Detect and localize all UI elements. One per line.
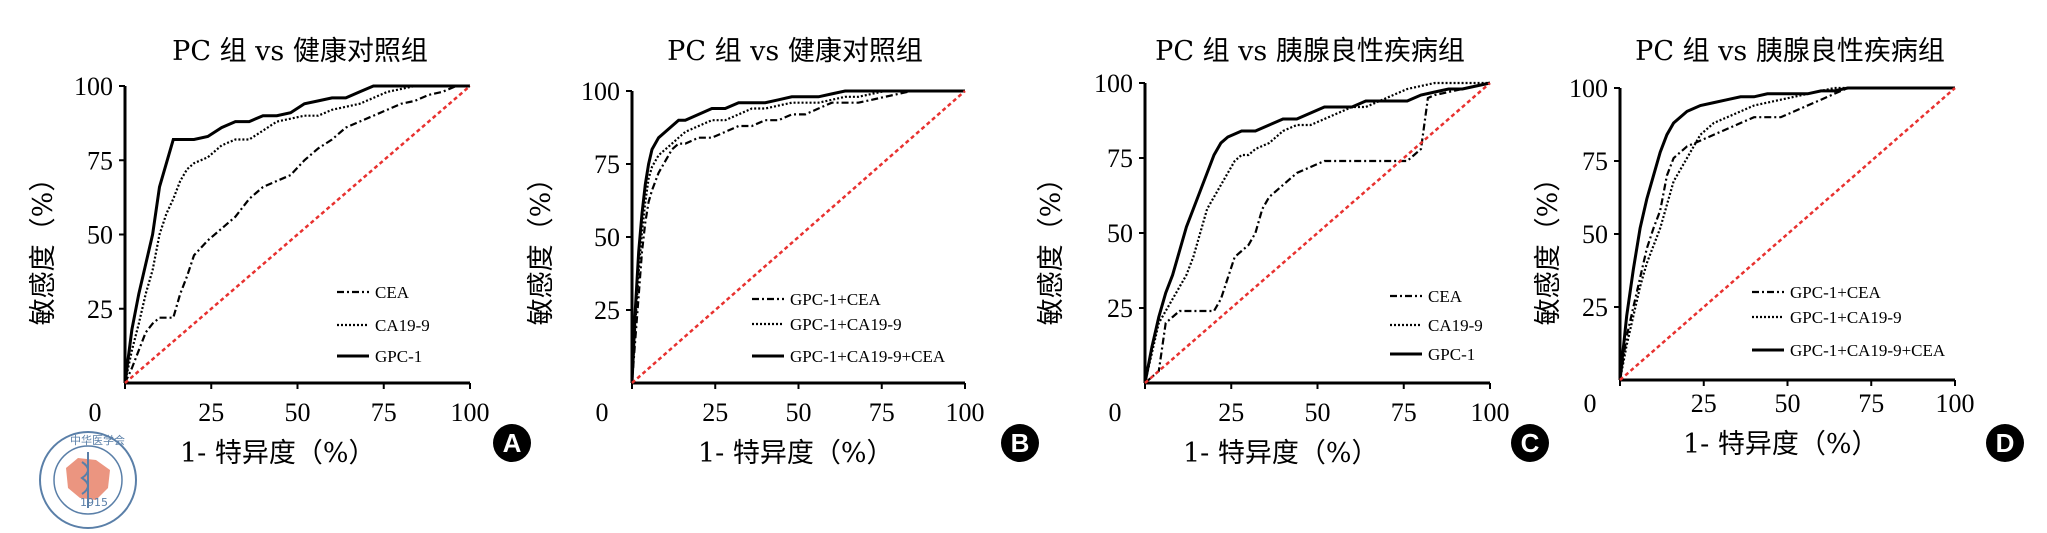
legend-label: GPC-1 — [1428, 345, 1475, 364]
legend-label: CEA — [375, 283, 410, 302]
y-tick-label: 100 — [581, 77, 620, 106]
y-tick-label: 100 — [1569, 74, 1608, 103]
legend-label: CEA — [1428, 287, 1463, 306]
panel-c: PC 组 vs 胰腺良性疾病组 25 50 75 100 0 25 50 75 100 1- 特异度… — [1036, 36, 1549, 469]
legend-label: GPC-1 — [375, 347, 422, 366]
series-line-gpc-1-ca19-9-cea — [630, 89, 965, 384]
legend-label: GPC-1+CA19-9 — [790, 315, 902, 334]
y-axis-label: 敏感度（%） — [526, 165, 557, 326]
panel-badge-label: A — [503, 428, 522, 458]
x-tick-label: 0 — [596, 398, 609, 427]
panel-a: PC 组 vs 健康对照组 25 50 75 100 0 25 50 75 100 1- 特异度（%… — [28, 36, 531, 469]
logo-year: 1915 — [80, 496, 108, 509]
x-axis-label: 1- 特异度（%） — [180, 438, 376, 469]
panel-badge — [1511, 424, 1549, 462]
logo-snake — [80, 461, 89, 495]
x-tick-label: 25 — [198, 398, 224, 427]
y-axis-label: 敏感度（%） — [1036, 165, 1067, 326]
x-tick-label: 0 — [1584, 389, 1597, 418]
y-tick-label: 50 — [594, 223, 620, 252]
x-tick-label: 100 — [946, 398, 985, 427]
panel-badge-label: D — [1996, 428, 2015, 458]
logo-text-top: 中华医学会 — [70, 433, 125, 447]
x-tick-label: 25 — [702, 398, 728, 427]
association-logo: 中华医学会 1915 — [39, 431, 137, 529]
x-tick-label: 75 — [1858, 389, 1884, 418]
series-line-gpc-1-cea — [630, 89, 965, 384]
series-line-gpc-1-cea — [1618, 86, 1955, 381]
x-tick-label: 0 — [89, 398, 102, 427]
x-tick-label: 100 — [1936, 389, 1975, 418]
y-tick-label: 75 — [1107, 144, 1133, 173]
y-tick-label: 50 — [1582, 220, 1608, 249]
y-tick-label: 25 — [1582, 293, 1608, 322]
series-line-gpc-1 — [1143, 81, 1491, 384]
x-tick-label: 100 — [1471, 398, 1510, 427]
legend-label: GPC-1+CEA — [790, 290, 882, 309]
y-axis-label: 敏感度（%） — [28, 165, 59, 326]
x-tick-label: 25 — [1691, 389, 1717, 418]
chart-title: PC 组 vs 健康对照组 — [172, 36, 428, 67]
x-tick-label: 75 — [1391, 398, 1417, 427]
x-axis-label: 1- 特异度（%） — [1183, 438, 1379, 469]
chart-title: PC 组 vs 健康对照组 — [667, 36, 923, 67]
y-tick-label: 100 — [74, 72, 113, 101]
y-tick-label: 75 — [594, 150, 620, 179]
series-line-ca19-9 — [1143, 81, 1490, 384]
y-axis-label: 敏感度（%） — [1533, 165, 1564, 326]
y-tick-label: 50 — [87, 221, 113, 250]
legend-label: GPC-1+CA19-9+CEA — [1790, 341, 1946, 360]
y-tick-label: 25 — [87, 295, 113, 324]
series-line-gpc-1-ca19-9 — [1618, 86, 1955, 381]
y-tick-label: 75 — [1582, 147, 1608, 176]
y-tick-label: 75 — [87, 146, 113, 175]
x-tick-label: 25 — [1218, 398, 1244, 427]
x-tick-label: 50 — [285, 398, 311, 427]
x-tick-label: 0 — [1109, 398, 1122, 427]
reference-line — [1144, 82, 1491, 384]
y-tick-label: 25 — [1107, 294, 1133, 323]
logo-outer-ring — [39, 431, 137, 529]
chart-title: PC 组 vs 胰腺良性疾病组 — [1155, 36, 1465, 67]
legend-label: CA19-9 — [375, 316, 430, 335]
x-tick-label: 50 — [786, 398, 812, 427]
x-axis-label: 1- 特异度（%） — [1683, 429, 1879, 460]
series-line-ca19-9 — [123, 84, 470, 384]
series-line-gpc-1 — [123, 84, 470, 384]
panel-d: PC 组 vs 胰腺良性疾病组 25 50 75 100 0 25 50 75 100 1- 特异度… — [1533, 36, 2024, 462]
panel-badge — [1986, 424, 2024, 462]
series-line-cea — [1144, 81, 1491, 384]
x-tick-label: 75 — [371, 398, 397, 427]
panel-badge-label: C — [1521, 428, 1540, 458]
panel-badge — [1001, 424, 1039, 462]
reference-line — [631, 90, 966, 384]
chart-title: PC 组 vs 胰腺良性疾病组 — [1635, 36, 1945, 67]
y-tick-label: 50 — [1107, 219, 1133, 248]
x-axis-label: 1- 特异度（%） — [698, 438, 894, 469]
x-tick-label: 75 — [869, 398, 895, 427]
logo-inner-ring — [53, 445, 123, 515]
panel-b: PC 组 vs 健康对照组 25 50 75 100 0 25 50 75 100 1- 特异度（%… — [526, 36, 1039, 469]
panel-badge — [493, 424, 531, 462]
y-tick-label: 100 — [1094, 69, 1133, 98]
series-line-cea — [124, 84, 470, 384]
panel-badge-label: B — [1011, 428, 1030, 458]
y-tick-label: 25 — [594, 296, 620, 325]
legend-label: GPC-1+CA19-9+CEA — [790, 347, 946, 366]
reference-line — [124, 85, 471, 384]
x-tick-label: 50 — [1305, 398, 1331, 427]
x-tick-label: 100 — [451, 398, 490, 427]
series-line-gpc-1-ca19-9-cea — [1618, 86, 1955, 381]
legend-label: GPC-1+CEA — [1790, 283, 1882, 302]
legend-label: CA19-9 — [1428, 316, 1483, 335]
x-tick-label: 50 — [1775, 389, 1801, 418]
legend-label: GPC-1+CA19-9 — [1790, 308, 1902, 327]
